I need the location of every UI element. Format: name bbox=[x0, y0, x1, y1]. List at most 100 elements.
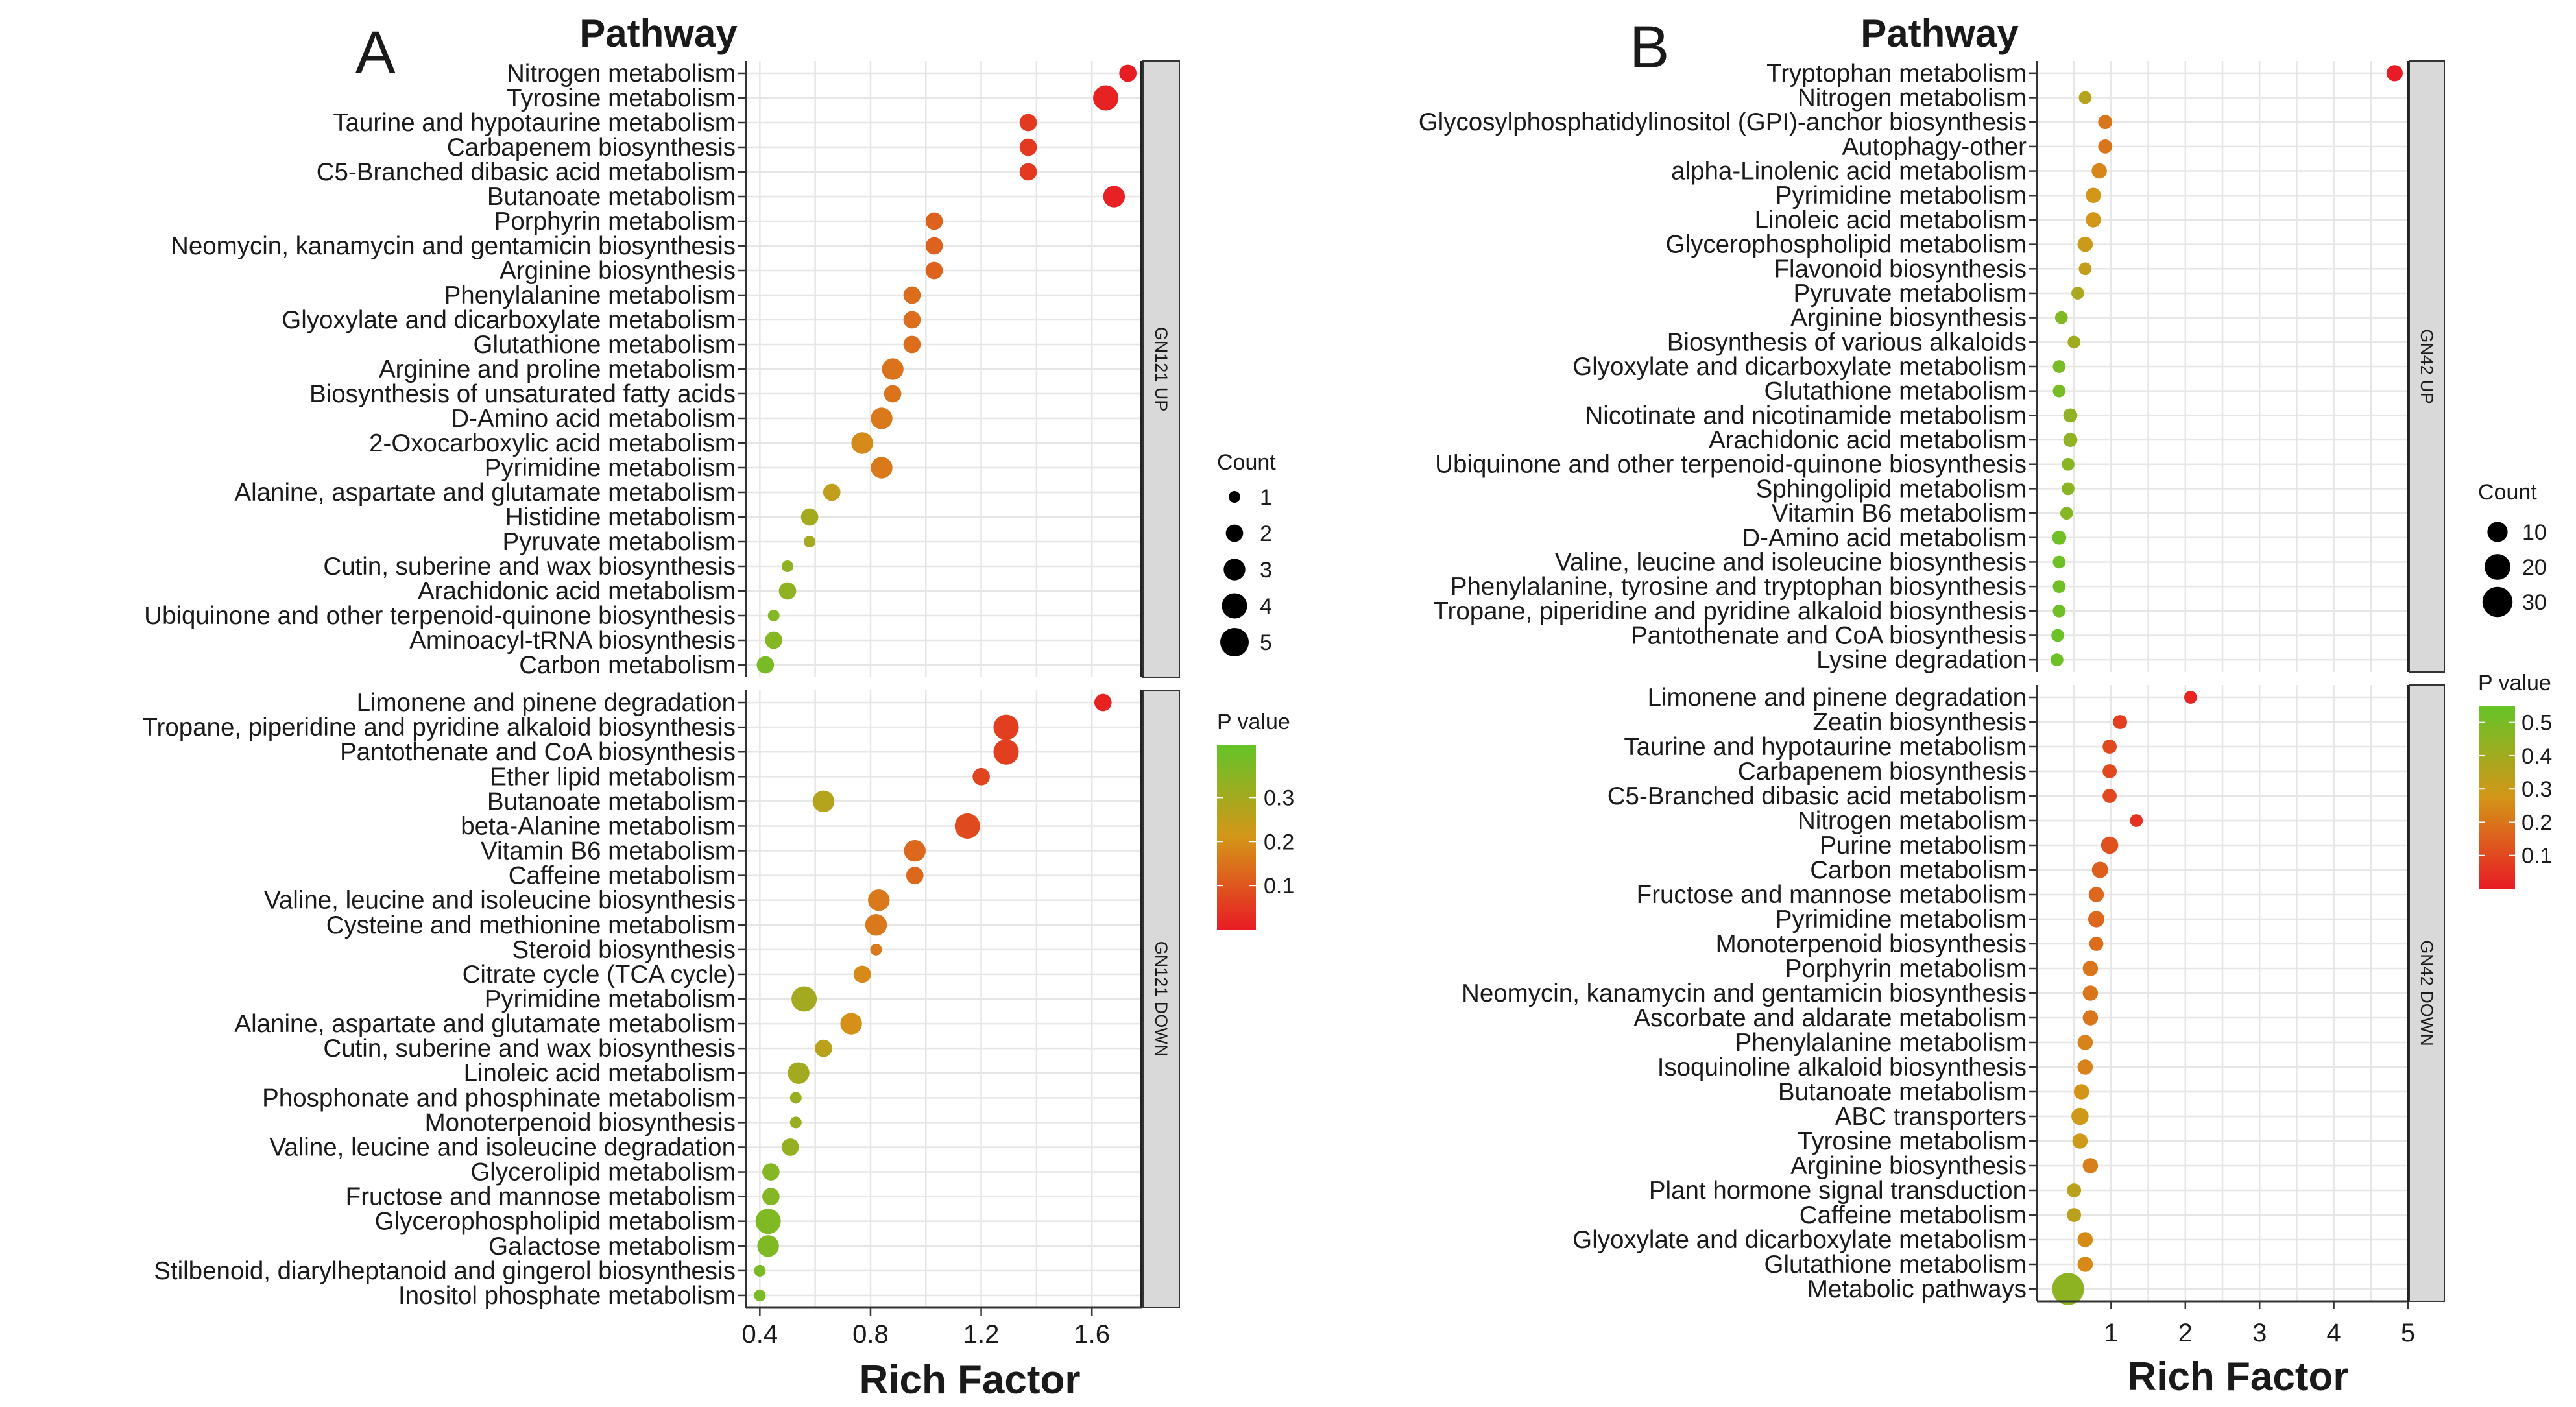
data-point bbox=[2051, 653, 2064, 667]
pvalue-legend-label: 0.3 bbox=[2522, 777, 2552, 802]
pathway-label: Galactose metabolism bbox=[488, 1233, 736, 1260]
data-point bbox=[871, 457, 893, 479]
pathway-label: Ubiquinone and other terpenoid-quinone b… bbox=[1435, 451, 2027, 479]
pathway-label: Biosynthesis of unsaturated fatty acids bbox=[309, 380, 736, 408]
pathway-label: Plant hormone signal transduction bbox=[1649, 1177, 2027, 1205]
pathway-label: Pantothenate and CoA biosynthesis bbox=[1631, 621, 2027, 649]
y-axis-title: Pathway bbox=[1860, 12, 2019, 55]
data-point bbox=[904, 839, 926, 862]
x-tick-label: 2 bbox=[2178, 1319, 2193, 1347]
data-point bbox=[1094, 693, 1112, 712]
count-legend-label: 2 bbox=[1260, 522, 1272, 546]
count-legend-dot bbox=[2487, 522, 2508, 542]
facet-strip-label: GN121 DOWN bbox=[1151, 941, 1171, 1057]
data-point bbox=[903, 335, 921, 354]
pathway-label: Flavonoid biosynthesis bbox=[1774, 255, 2027, 283]
pathway-label: Arachidonic acid metabolism bbox=[418, 577, 736, 605]
pathway-label: Pyrimidine metabolism bbox=[1776, 906, 2027, 933]
data-point bbox=[2101, 836, 2119, 854]
data-point bbox=[789, 1116, 802, 1129]
count-legend-label: 3 bbox=[1260, 558, 1272, 583]
data-point bbox=[757, 1235, 779, 1257]
pathway-label: Caffeine metabolism bbox=[1800, 1201, 2027, 1229]
pathway-label: Phenylalanine metabolism bbox=[444, 282, 736, 309]
data-point bbox=[2071, 1107, 2089, 1125]
data-point bbox=[762, 1188, 780, 1205]
data-point bbox=[2184, 691, 2197, 704]
pathway-label: Arginine and proline metabolism bbox=[379, 355, 736, 383]
panel-letter: A bbox=[355, 19, 396, 86]
pvalue-colorbar bbox=[2479, 706, 2515, 889]
pathway-label: Carbapenem biosynthesis bbox=[447, 134, 736, 162]
pvalue-legend-label: 0.4 bbox=[2522, 744, 2552, 769]
data-point bbox=[840, 1013, 862, 1035]
data-point bbox=[778, 582, 797, 600]
data-point bbox=[1019, 114, 1037, 132]
pvalue-legend-label: 0.2 bbox=[2522, 810, 2552, 835]
data-point bbox=[755, 1209, 781, 1234]
pathway-label: Autophagy-other bbox=[1842, 133, 2027, 161]
facet-strip bbox=[1142, 60, 1180, 678]
pathway-label: Caffeine metabolism bbox=[509, 862, 736, 890]
pathway-label: Pyrimidine metabolism bbox=[1776, 182, 2027, 210]
y-axis-title: Pathway bbox=[579, 12, 738, 55]
pathway-label: Histidine metabolism bbox=[505, 503, 736, 531]
pathway-label: beta-Alanine metabolism bbox=[461, 812, 736, 840]
data-point bbox=[925, 261, 943, 280]
pathway-label: ABC transporters bbox=[1835, 1103, 2027, 1131]
data-point bbox=[2052, 555, 2066, 569]
pathway-label: Carbon metabolism bbox=[1810, 856, 2027, 884]
pathway-label: Linoleic acid metabolism bbox=[1755, 206, 2027, 234]
data-point bbox=[2052, 530, 2067, 545]
pathway-label: Glyoxylate and dicarboxylate metabolism bbox=[1572, 353, 2027, 381]
data-point bbox=[2072, 1133, 2088, 1149]
data-point bbox=[865, 914, 887, 936]
data-point bbox=[993, 739, 1019, 765]
data-point bbox=[2067, 335, 2081, 349]
data-point bbox=[2113, 715, 2128, 729]
data-point bbox=[870, 943, 882, 956]
data-point bbox=[2060, 507, 2073, 520]
data-point bbox=[1019, 138, 1037, 156]
data-point bbox=[2386, 65, 2403, 82]
pvalue-legend-label: 0.1 bbox=[1264, 874, 1294, 898]
pathway-label: Glutathione metabolism bbox=[474, 331, 736, 359]
facet-down: Limonene and pinene degradationTropane, … bbox=[142, 689, 1180, 1349]
data-point bbox=[884, 385, 902, 403]
count-legend-title: Count bbox=[2478, 480, 2537, 505]
data-point bbox=[815, 1039, 832, 1057]
pathway-label: Phosphonate and phosphinate metabolism bbox=[262, 1084, 736, 1112]
pathway-label: Phenylalanine metabolism bbox=[1735, 1029, 2027, 1057]
data-point bbox=[800, 508, 819, 526]
pathway-label: Butanoate metabolism bbox=[487, 183, 736, 211]
data-point bbox=[2102, 740, 2117, 754]
data-point bbox=[2077, 1059, 2093, 1075]
data-point bbox=[2052, 1273, 2084, 1305]
data-point bbox=[925, 237, 943, 255]
data-point bbox=[1019, 163, 1037, 181]
count-legend-title: Count bbox=[1217, 450, 1276, 475]
pathway-label: Glycerophospholipid metabolism bbox=[375, 1208, 736, 1236]
pvalue-legend-label: 0.3 bbox=[1264, 786, 1294, 810]
data-point bbox=[2086, 187, 2101, 204]
data-point bbox=[925, 212, 943, 230]
data-point bbox=[754, 1289, 766, 1301]
pathway-label: Monoterpenoid biosynthesis bbox=[425, 1109, 736, 1136]
data-point bbox=[2082, 985, 2099, 1001]
count-legend-label: 4 bbox=[1260, 594, 1272, 619]
pathway-label: Ether lipid metabolism bbox=[490, 763, 736, 791]
pathway-label: Alanine, aspartate and glutamate metabol… bbox=[234, 479, 736, 507]
pathway-label: D-Amino acid metabolism bbox=[451, 405, 736, 433]
data-point bbox=[2067, 1208, 2082, 1222]
data-point bbox=[2052, 580, 2066, 593]
pathway-label: Arginine biosynthesis bbox=[500, 257, 736, 285]
pathway-label: Neomycin, kanamycin and gentamicin biosy… bbox=[171, 232, 736, 260]
data-point bbox=[2062, 482, 2075, 496]
x-axis-title: Rich Factor bbox=[2127, 1354, 2348, 1399]
pathway-label: Alanine, aspartate and glutamate metabol… bbox=[234, 1010, 736, 1038]
facet-strip bbox=[2409, 60, 2445, 673]
data-point bbox=[2078, 91, 2092, 104]
pathway-label: Lysine degradation bbox=[1816, 646, 2027, 674]
